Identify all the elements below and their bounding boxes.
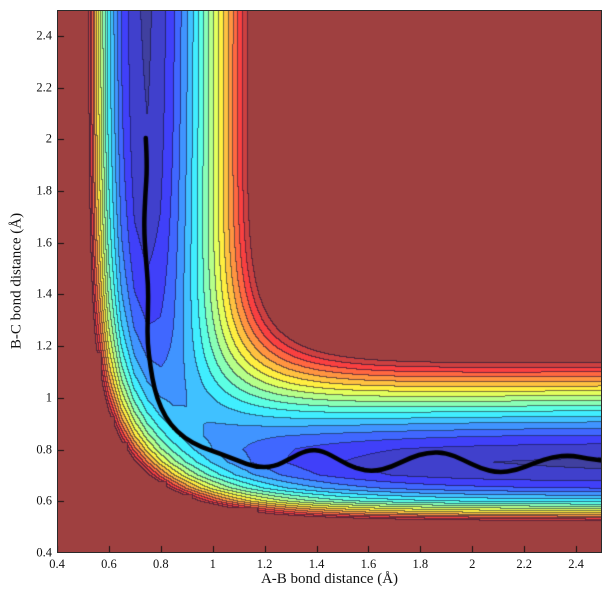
y-tick-label: 1 [45, 390, 52, 405]
y-tick-label: 0.4 [36, 545, 52, 560]
y-tick-label: 2.2 [36, 80, 52, 95]
x-tick-label: 1.2 [256, 557, 273, 571]
contour-plot-canvas [57, 10, 602, 553]
x-tick-label: 0.4 [49, 557, 65, 571]
x-tick-label: 2.2 [516, 557, 532, 571]
y-tick-label: 1.8 [36, 183, 52, 198]
x-tick-label: 2 [469, 557, 476, 571]
y-tick-label: 0.8 [36, 442, 52, 457]
y-tick-label: 2 [45, 131, 52, 146]
y-tick-label: 2.4 [36, 28, 52, 43]
x-tick-label: 1 [209, 557, 216, 571]
x-tick-label: 1.8 [412, 557, 429, 571]
x-tick-label: 1.6 [360, 557, 377, 571]
y-tick-label: 1.4 [36, 286, 52, 301]
y-tick-label: 1.6 [36, 235, 52, 250]
x-tick-label: 0.6 [101, 557, 117, 571]
y-axis-label: B-C bond distance (Å) [8, 212, 25, 350]
y-tick-label: 1.2 [36, 338, 52, 353]
y-tick-label: 0.6 [36, 493, 52, 508]
x-axis-label: A-B bond distance (Å) [260, 571, 399, 587]
plot-area [57, 10, 602, 553]
x-tick-label: 0.8 [152, 557, 169, 571]
x-tick-label: 1.4 [308, 557, 325, 571]
x-tick-label: 2.4 [568, 557, 584, 571]
